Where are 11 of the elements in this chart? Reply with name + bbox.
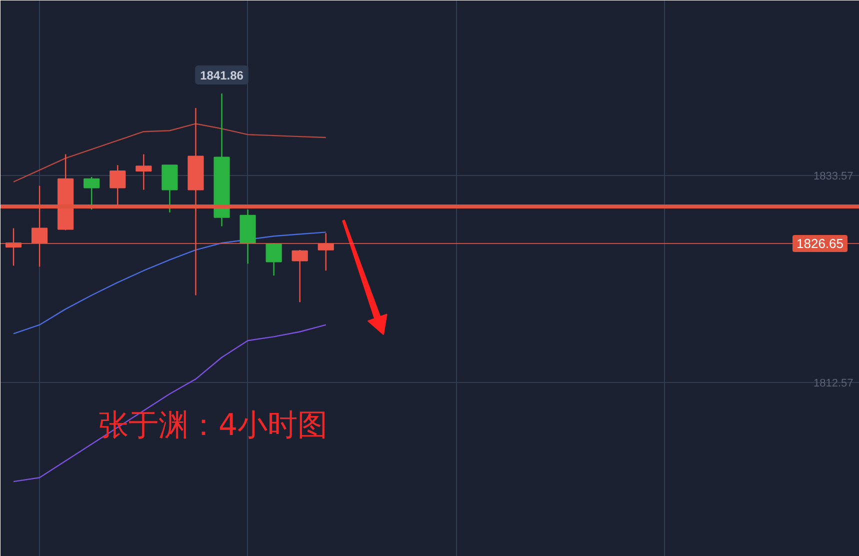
ref-line-label: 1826.65: [796, 236, 844, 252]
candlestick: [136, 154, 152, 190]
line-series: [12, 324, 326, 482]
candlestick: [266, 242, 282, 276]
y-tick-label: 1812.57: [814, 377, 854, 390]
annotation: 1841.86: [200, 68, 244, 83]
candlestick: [292, 249, 308, 303]
line-series: [12, 232, 326, 334]
candlestick: [84, 176, 100, 210]
y-tick-label: 1833.57: [814, 170, 854, 182]
line-series: [12, 123, 326, 182]
